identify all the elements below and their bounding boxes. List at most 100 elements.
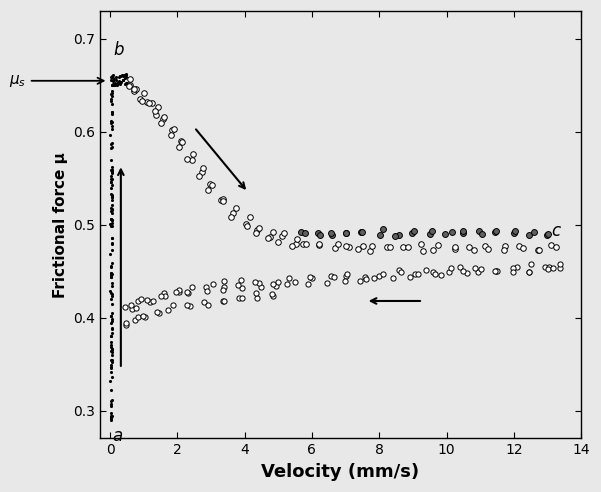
Point: [296, 228, 306, 236]
Point: [188, 150, 198, 158]
Point: [464, 243, 474, 251]
Point: [106, 207, 116, 215]
Point: [106, 273, 116, 280]
Point: [315, 241, 325, 249]
Point: [268, 292, 278, 300]
Point: [106, 131, 115, 139]
Point: [298, 240, 308, 248]
Point: [106, 332, 115, 340]
Point: [142, 98, 152, 106]
Point: [107, 125, 117, 133]
Point: [204, 186, 213, 194]
Point: [421, 267, 431, 275]
Point: [546, 242, 556, 249]
Point: [108, 351, 117, 359]
Point: [255, 279, 264, 287]
Point: [107, 205, 117, 213]
Point: [341, 243, 351, 250]
Point: [106, 361, 116, 369]
Point: [197, 168, 207, 176]
Point: [106, 332, 116, 340]
Point: [508, 264, 518, 272]
Point: [148, 297, 157, 305]
Point: [480, 242, 490, 250]
Point: [291, 240, 300, 247]
Point: [273, 278, 282, 286]
Point: [154, 309, 164, 317]
Point: [388, 274, 398, 282]
Point: [398, 243, 407, 250]
Point: [341, 273, 350, 280]
Point: [107, 397, 117, 404]
Point: [174, 288, 183, 296]
Point: [137, 97, 147, 105]
Point: [254, 224, 263, 232]
Point: [115, 73, 124, 81]
Point: [106, 369, 116, 376]
Point: [475, 227, 484, 235]
Point: [251, 278, 260, 286]
Point: [109, 74, 118, 82]
Point: [407, 229, 417, 237]
Point: [107, 81, 117, 89]
Point: [106, 73, 116, 81]
Point: [106, 220, 115, 228]
Point: [218, 297, 228, 305]
Point: [543, 265, 553, 273]
Point: [107, 345, 117, 353]
Point: [109, 75, 119, 83]
Point: [106, 263, 116, 271]
Point: [555, 264, 565, 272]
Point: [477, 265, 486, 273]
Point: [428, 269, 438, 277]
Point: [471, 264, 480, 272]
Point: [178, 139, 188, 147]
Point: [107, 89, 117, 96]
Point: [151, 111, 161, 119]
Point: [287, 242, 297, 250]
Point: [341, 229, 351, 237]
Point: [107, 72, 117, 80]
Point: [111, 76, 121, 84]
Point: [106, 156, 115, 164]
Point: [241, 220, 251, 228]
Point: [440, 230, 450, 238]
Point: [152, 308, 162, 316]
Point: [234, 294, 244, 302]
Point: [403, 243, 413, 251]
Point: [106, 341, 116, 349]
Point: [130, 316, 140, 324]
Point: [108, 282, 117, 290]
Point: [106, 215, 115, 223]
Point: [163, 306, 173, 314]
Point: [107, 139, 117, 147]
Point: [174, 143, 183, 151]
Point: [202, 287, 212, 295]
Point: [107, 193, 117, 201]
Point: [529, 228, 538, 236]
Point: [430, 270, 439, 277]
Point: [548, 264, 557, 272]
Point: [185, 302, 194, 309]
Point: [107, 88, 117, 95]
Point: [121, 74, 130, 82]
Point: [111, 79, 120, 87]
Point: [219, 283, 228, 291]
Point: [106, 414, 115, 422]
Text: c: c: [551, 222, 560, 240]
Point: [106, 289, 115, 297]
Text: b: b: [114, 41, 124, 60]
Point: [107, 169, 117, 177]
Point: [450, 245, 460, 253]
Point: [106, 400, 116, 408]
Point: [106, 95, 115, 103]
Point: [307, 274, 317, 282]
Point: [118, 76, 128, 84]
Point: [490, 229, 500, 237]
Point: [413, 270, 423, 278]
Point: [126, 302, 136, 309]
Point: [125, 81, 135, 89]
Point: [106, 166, 116, 174]
Point: [390, 232, 400, 240]
Point: [106, 364, 116, 372]
